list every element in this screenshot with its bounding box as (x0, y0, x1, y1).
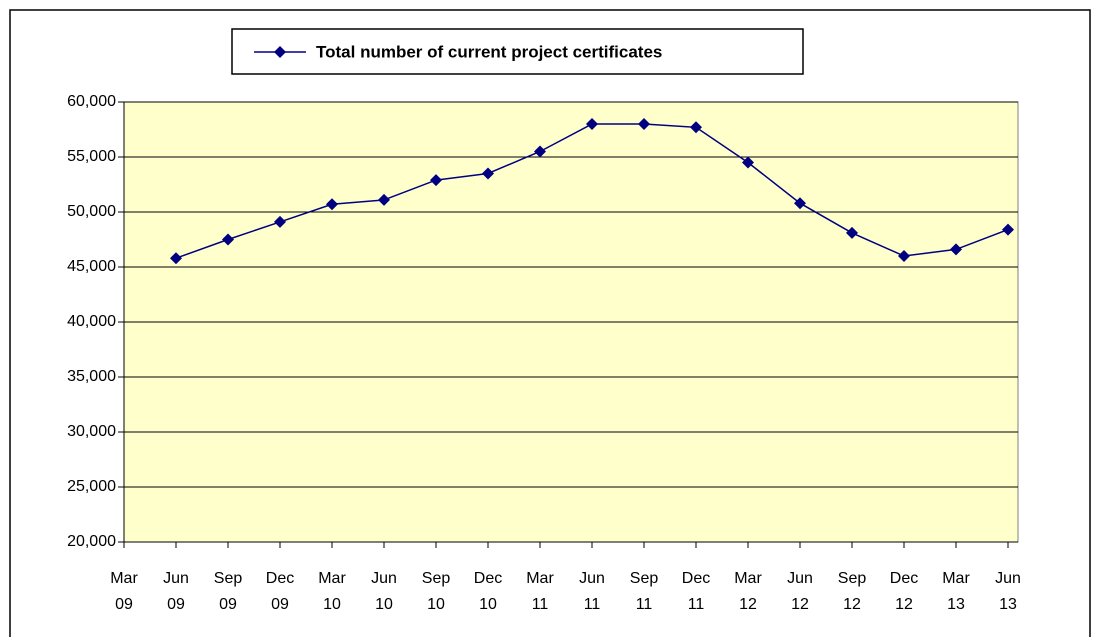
point (950, 243, 962, 256)
point (170, 252, 182, 265)
chart-frame (9, 9, 1091, 637)
x-tick-label: Dec 10 (473, 570, 503, 613)
x-tick-label: Jun 12 (787, 570, 813, 613)
y-tick-label: 25,000 (67, 478, 116, 495)
x-tick-label: Jun 13 (995, 570, 1021, 613)
y-tick-label: 20,000 (67, 533, 116, 550)
legend-box (231, 28, 804, 75)
x-tick-label: Dec 12 (889, 570, 919, 613)
point (690, 121, 702, 134)
x-tick-label: Sep 10 (421, 570, 451, 613)
x-tick-label: Sep 12 (837, 570, 867, 613)
point (586, 118, 598, 130)
y-tick-label: 45,000 (67, 258, 116, 275)
x-tick-label: Mar 09 (110, 570, 138, 613)
x-tick-label: Mar 11 (526, 570, 554, 613)
y-tick-label: 40,000 (67, 313, 116, 330)
y-tick-label: 35,000 (67, 368, 116, 385)
x-tick-label: Jun 09 (163, 570, 189, 613)
legend-marker (274, 46, 286, 58)
point (482, 167, 494, 180)
point (1002, 223, 1014, 236)
x-tick-label: Dec 09 (265, 570, 295, 613)
y-tick-label: 60,000 (67, 93, 116, 110)
y-tick-label: 55,000 (67, 148, 116, 165)
x-tick-label: Mar 12 (734, 570, 762, 613)
point (534, 145, 546, 158)
point (378, 193, 390, 206)
point (742, 156, 754, 169)
x-tick-label: Jun 11 (579, 570, 605, 613)
y-tick-label: 50,000 (67, 203, 116, 220)
legend-label: Total number of current project certific… (316, 42, 662, 61)
point (430, 174, 442, 187)
x-tick-label: Mar 10 (318, 570, 346, 613)
point (274, 215, 286, 228)
point (794, 197, 806, 210)
x-tick-label: Jun 10 (371, 570, 397, 613)
x-tick-label: Sep 11 (629, 570, 659, 613)
x-tick-label: Dec 11 (681, 570, 711, 613)
x-tick-label: Sep 09 (213, 570, 243, 613)
point (638, 118, 650, 130)
point (222, 233, 234, 246)
point (898, 250, 910, 262)
y-tick-label: 30,000 (67, 423, 116, 440)
point (326, 198, 338, 211)
x-tick-label: Mar 13 (942, 570, 970, 613)
point (846, 226, 858, 239)
